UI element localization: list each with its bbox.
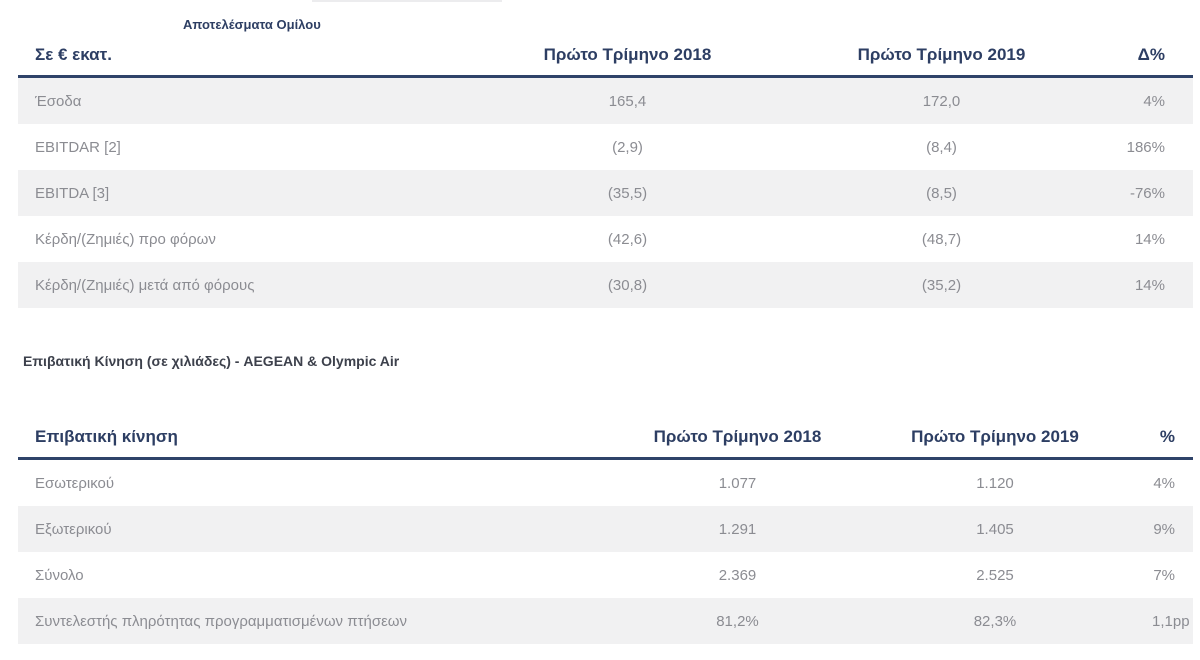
traffic-header-row: Επιβατική κίνηση Πρώτο Τρίμηνο 2018 Πρώτ… <box>18 389 1193 460</box>
value-2018: (35,5) <box>607 184 648 202</box>
passenger-traffic-section-title: Επιβατική Κίνηση (σε χιλιάδες) - AEGEAN … <box>23 353 400 369</box>
table-row-ebitda: EBITDA [3] (35,5) (8,5) -76% <box>18 170 1193 216</box>
value-2018: (30,8) <box>607 276 648 294</box>
column-header-q1-2019: Πρώτο Τρίμηνο 2019 <box>911 427 1079 446</box>
table-row-international: Εξωτερικού 1.291 1.405 9% <box>18 506 1193 552</box>
group-results-caption: Αποτελέσματα Ομίλου <box>183 17 321 32</box>
group-results-table: Αποτελέσματα Ομίλου Σε € εκατ. Πρώτο Τρί… <box>18 0 1193 308</box>
table-row-aftertax: Κέρδη/(Ζημιές) μετά από φόρους (30,8) (3… <box>18 262 1193 308</box>
value-delta: 14% <box>1134 230 1165 248</box>
value-2019: 1.405 <box>976 520 1014 538</box>
row-label: Συντελεστής πληρότητας προγραμματισμένων… <box>35 612 407 630</box>
value-2018: 1.077 <box>718 474 757 492</box>
table-row-load-factor: Συντελεστής πληρότητας προγραμματισμένων… <box>18 598 1193 644</box>
value-2019: 82,3% <box>973 612 1017 630</box>
table-row-ebitdar: EBITDAR [2] (2,9) (8,4) 186% <box>18 124 1193 170</box>
value-delta: 186% <box>1126 138 1165 156</box>
table-row-revenue: Έσοδα 165,4 172,0 4% <box>18 78 1193 124</box>
passenger-traffic-table: Επιβατική κίνηση Πρώτο Τρίμηνο 2018 Πρώτ… <box>18 389 1193 644</box>
table-row-pretax: Κέρδη/(Ζημιές) προ φόρων (42,6) (48,7) 1… <box>18 216 1193 262</box>
row-label: Κέρδη/(Ζημιές) προ φόρων <box>35 230 216 248</box>
value-pct: 4% <box>1153 474 1175 492</box>
value-2018: 81,2% <box>716 612 759 630</box>
table-row-domestic: Εσωτερικού 1.077 1.120 4% <box>18 460 1193 506</box>
column-header-q1-2018: Πρώτο Τρίμηνο 2018 <box>543 45 712 64</box>
value-2019: 2.525 <box>976 566 1014 584</box>
cropped-text-artifact <box>312 0 502 2</box>
value-2018: 165,4 <box>608 92 647 110</box>
traffic-label-header: Επιβατική κίνηση <box>35 427 178 446</box>
value-2018: 1.291 <box>718 520 757 538</box>
row-label: Έσοδα <box>35 92 82 110</box>
value-2018: 2.369 <box>718 566 757 584</box>
row-label: Κέρδη/(Ζημιές) μετά από φόρους <box>35 276 255 294</box>
row-label: EBITDAR [2] <box>35 138 121 156</box>
row-label: EBITDA [3] <box>35 184 110 202</box>
value-2019: 1.120 <box>976 474 1014 492</box>
value-delta: -76% <box>1129 184 1165 202</box>
value-2018: (42,6) <box>607 230 648 248</box>
value-pct: 1,1pp <box>1152 612 1190 630</box>
row-label: Εξωτερικού <box>35 520 112 538</box>
value-2019: (8,4) <box>926 138 957 156</box>
value-delta: 4% <box>1143 92 1165 110</box>
value-2019: (48,7) <box>921 230 962 248</box>
row-label: Εσωτερικού <box>35 474 115 492</box>
column-header-q1-2018: Πρώτο Τρίμηνο 2018 <box>653 427 822 446</box>
column-header-delta-pct: Δ% <box>1137 45 1165 64</box>
value-2019: (35,2) <box>921 276 962 294</box>
value-pct: 7% <box>1153 566 1175 584</box>
value-2019: (8,5) <box>926 184 957 202</box>
table-row-total: Σύνολο 2.369 2.525 7% <box>18 552 1193 598</box>
value-delta: 14% <box>1134 276 1165 294</box>
column-header-pct: % <box>1159 427 1175 446</box>
row-label: Σύνολο <box>35 566 84 584</box>
value-2019: 172,0 <box>922 92 961 110</box>
report-content: Αποτελέσματα Ομίλου Σε € εκατ. Πρώτο Τρί… <box>18 0 1193 644</box>
group-results-header-row: Σε € εκατ. Πρώτο Τρίμηνο 2018 Πρώτο Τρίμ… <box>18 33 1193 78</box>
value-2018: (2,9) <box>612 138 643 156</box>
unit-header: Σε € εκατ. <box>35 45 112 64</box>
column-header-q1-2019: Πρώτο Τρίμηνο 2019 <box>857 45 1026 64</box>
value-pct: 9% <box>1153 520 1175 538</box>
